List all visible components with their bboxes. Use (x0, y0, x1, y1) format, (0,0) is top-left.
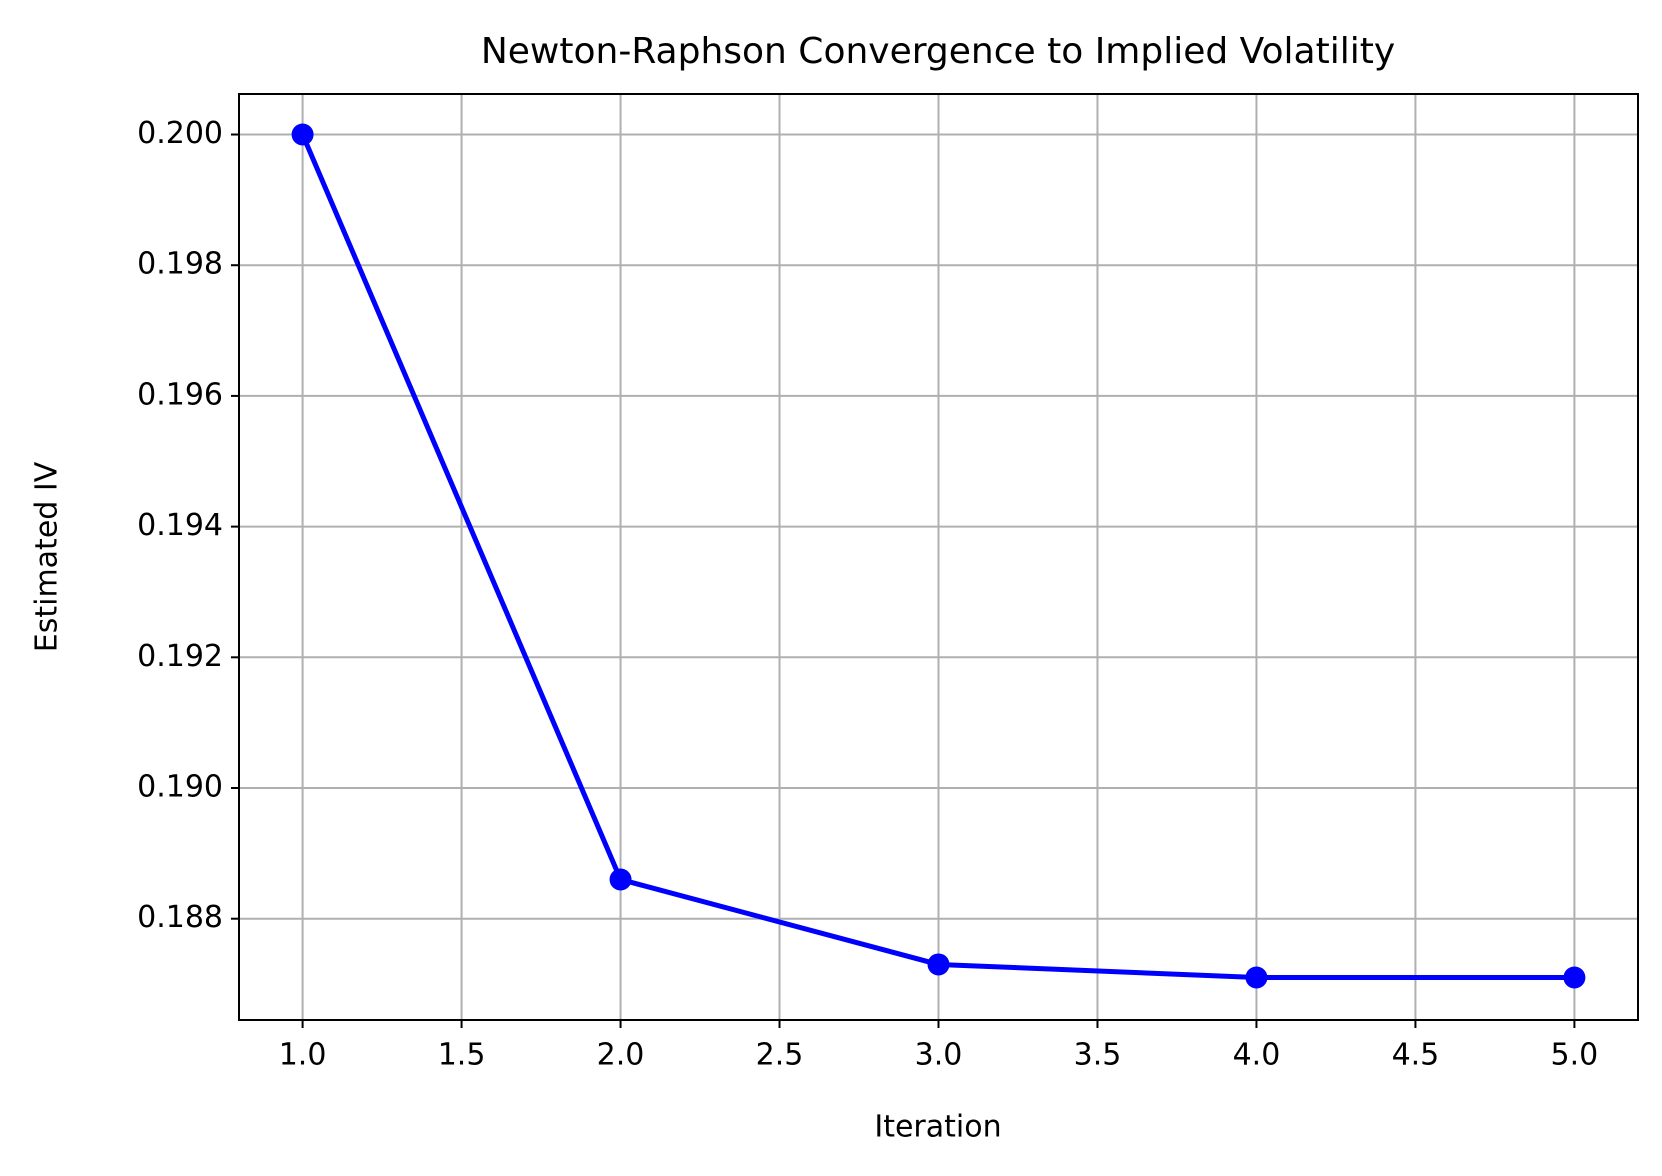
y-tick-label: 0.194 (137, 508, 223, 543)
x-tick-label: 1.0 (279, 1038, 327, 1073)
x-axis-label: Iteration (874, 1110, 1001, 1145)
y-tick-label: 0.200 (137, 116, 223, 151)
x-tick-label: 4.5 (1392, 1038, 1440, 1073)
plot-frame (238, 93, 1639, 1021)
x-tick-label: 2.5 (756, 1038, 804, 1073)
x-tick-label: 2.0 (597, 1038, 645, 1073)
x-tick-label: 3.5 (1074, 1038, 1122, 1073)
x-tick-label: 4.0 (1233, 1038, 1281, 1073)
chart-title: Newton-Raphson Convergence to Implied Vo… (481, 31, 1395, 72)
x-tick-label: 3.0 (915, 1038, 963, 1073)
y-tick-label: 0.190 (137, 770, 223, 805)
point (291, 123, 314, 146)
point (1245, 966, 1268, 989)
y-axis-label: Estimated IV (30, 461, 65, 652)
y-tick-label: 0.188 (137, 900, 223, 935)
y-tick-label: 0.198 (137, 247, 223, 282)
y-tick-label: 0.192 (137, 639, 223, 674)
y-tick-label: 0.196 (137, 377, 223, 412)
point (609, 868, 632, 891)
x-tick-label: 5.0 (1551, 1038, 1599, 1073)
point (1563, 966, 1586, 989)
x-tick-label: 1.5 (438, 1038, 486, 1073)
point (927, 953, 950, 976)
